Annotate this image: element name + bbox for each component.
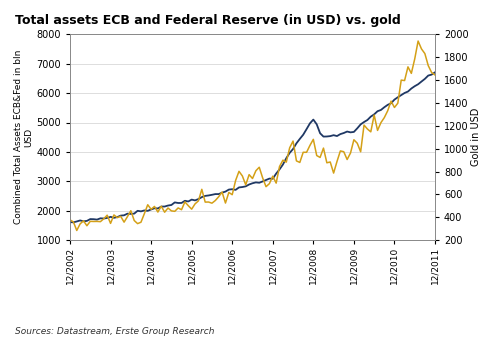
- Text: Total assets ECB and Federal Reserve (in USD) vs. gold: Total assets ECB and Federal Reserve (in…: [15, 14, 401, 27]
- Y-axis label: Combined Total Assets ECB&Fed in bln
USD: Combined Total Assets ECB&Fed in bln USD: [14, 50, 34, 224]
- Y-axis label: Gold in USD: Gold in USD: [472, 108, 482, 166]
- Text: Sources: Datastream, Erste Group Research: Sources: Datastream, Erste Group Researc…: [15, 327, 214, 336]
